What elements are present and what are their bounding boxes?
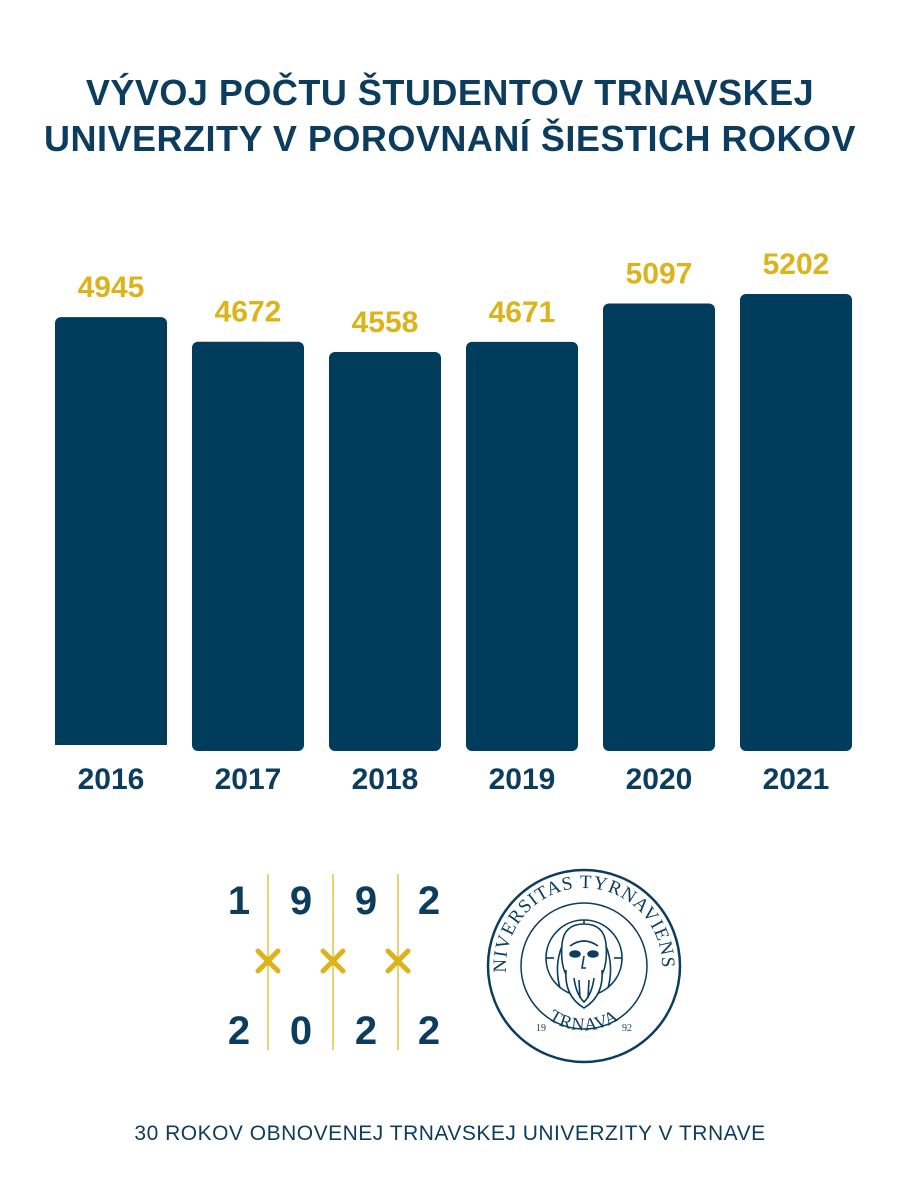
year-bottom-digit: 2 [228, 1009, 250, 1052]
bar-2021 [740, 294, 852, 751]
footer-caption: 30 ROKOV OBNOVENEJ TRNAVSKEJ UNIVERZITY … [134, 1122, 766, 1145]
value-label-2016: 4945 [78, 271, 145, 304]
bar-2018 [329, 352, 441, 751]
category-label-2016: 2016 [78, 763, 145, 796]
value-label-2018: 4558 [352, 306, 419, 339]
value-label-2019: 4671 [489, 296, 556, 329]
bar-2016 [55, 317, 167, 751]
bar-2017 [192, 341, 304, 751]
year-bottom-digit: 2 [418, 1009, 440, 1052]
cross-icon [320, 948, 346, 974]
category-label-2021: 2021 [763, 763, 830, 796]
seal-outer-ring [486, 868, 682, 1064]
bar-2020 [603, 303, 715, 751]
cross-icon [385, 948, 411, 974]
year-top-digit: 1 [228, 879, 250, 923]
chart-title-line-2: UNIVERZITY V POROVNANÍ ŠIESTICH ROKOV [44, 118, 856, 159]
category-label-2019: 2019 [489, 763, 556, 796]
year-top-digit: 2 [418, 879, 440, 923]
value-label-2020: 5097 [626, 257, 693, 290]
university-seal: UNIVERSITAS TYRNAVIENSIS TRNAVA 19 92 [484, 866, 682, 1064]
chart-title-line-1: VÝVOJ POČTU ŠTUDENTOV TRNAVSKEJ [85, 72, 815, 113]
chart-title: VÝVOJ POČTU ŠTUDENTOV TRNAVSKEJ UNIVERZI… [0, 70, 900, 162]
year-top-digit: 9 [290, 879, 312, 923]
cross-icon [255, 948, 281, 974]
year-top-digit: 9 [355, 879, 377, 923]
value-label-2017: 4672 [215, 296, 282, 329]
anniversary-crosses [255, 948, 411, 974]
category-label-2017: 2017 [215, 763, 282, 796]
anniversary-mark: 1 9 9 2 2 0 2 2 [228, 874, 440, 1052]
category-label-2018: 2018 [352, 763, 419, 796]
bar-2019 [466, 341, 578, 751]
bar-chart: 4945 2016 4672 2017 4558 2018 4671 2019 5097 2020… [0, 248, 900, 796]
seal-bottom-textpath: TRNAVA [546, 1005, 621, 1034]
seal-inner-ring [520, 902, 648, 1030]
seal-bottom-text: TRNAVA [546, 1005, 622, 1034]
baseline-mask [0, 745, 900, 753]
seal-year-right: 92 [622, 1023, 632, 1034]
seal-year-left: 19 [536, 1023, 546, 1034]
value-label-2021: 5202 [763, 248, 830, 281]
category-label-2020: 2020 [626, 763, 693, 796]
year-bottom-digit: 2 [355, 1009, 377, 1052]
christ-face-icon [545, 919, 623, 1009]
year-bottom-digit: 0 [290, 1009, 312, 1052]
